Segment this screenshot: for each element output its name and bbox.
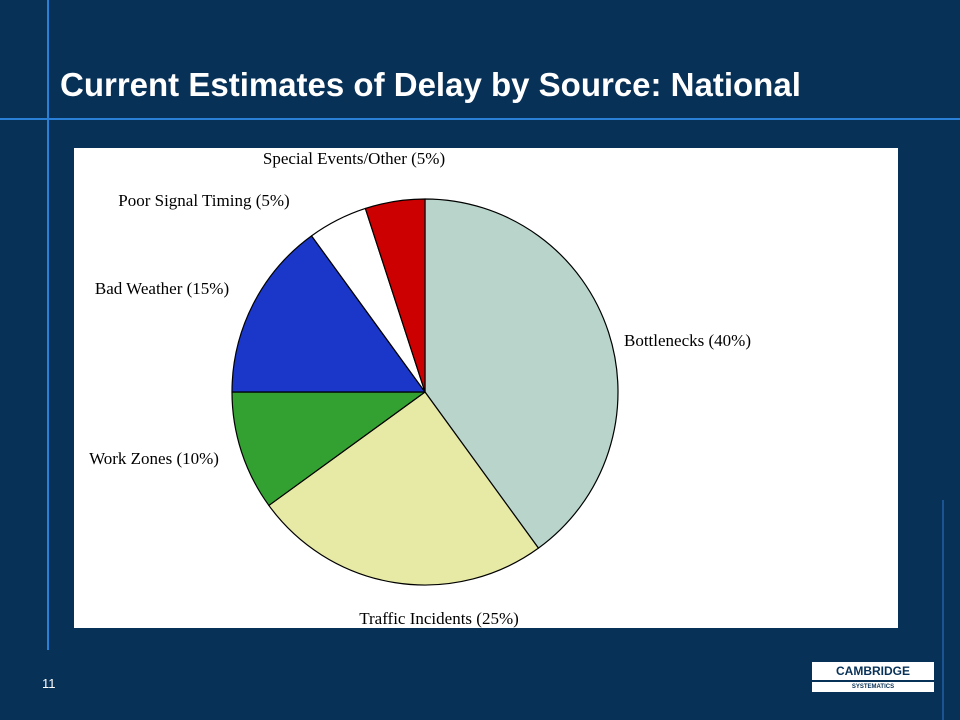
page-title: Current Estimates of Delay by Source: Na… <box>60 66 801 103</box>
logo-subtitle: SYSTEMATICS <box>812 682 934 692</box>
slice-label: Poor Signal Timing (5%) <box>118 191 289 210</box>
slice-label: Traffic Incidents (25%) <box>359 609 519 628</box>
accent-right-line <box>942 500 944 720</box>
chart-panel: Bottlenecks (40%) Traffic Incidents (25%)… <box>74 148 898 628</box>
cambridge-systematics-logo: CAMBRIDGE SYSTEMATICS <box>812 662 934 692</box>
pie-slice <box>268 391 540 586</box>
slice-label: Work Zones (10%) <box>89 449 219 468</box>
pie-slice <box>231 391 426 507</box>
accent-horizontal-line <box>0 118 960 120</box>
slide-number: 11 <box>42 676 56 691</box>
pie-slice <box>364 198 426 393</box>
slice-label: Bottlenecks (40%) <box>624 331 751 350</box>
accent-vertical-line <box>47 0 49 650</box>
slice-label: Special Events/Other (5%) <box>263 149 445 168</box>
logo-wordmark: CAMBRIDGE <box>812 662 934 680</box>
pie-slice <box>424 198 619 549</box>
pie-slice <box>231 235 426 393</box>
slice-label: Bad Weather (15%) <box>95 279 229 298</box>
pie-chart: Bottlenecks (40%) Traffic Incidents (25%)… <box>89 149 751 628</box>
